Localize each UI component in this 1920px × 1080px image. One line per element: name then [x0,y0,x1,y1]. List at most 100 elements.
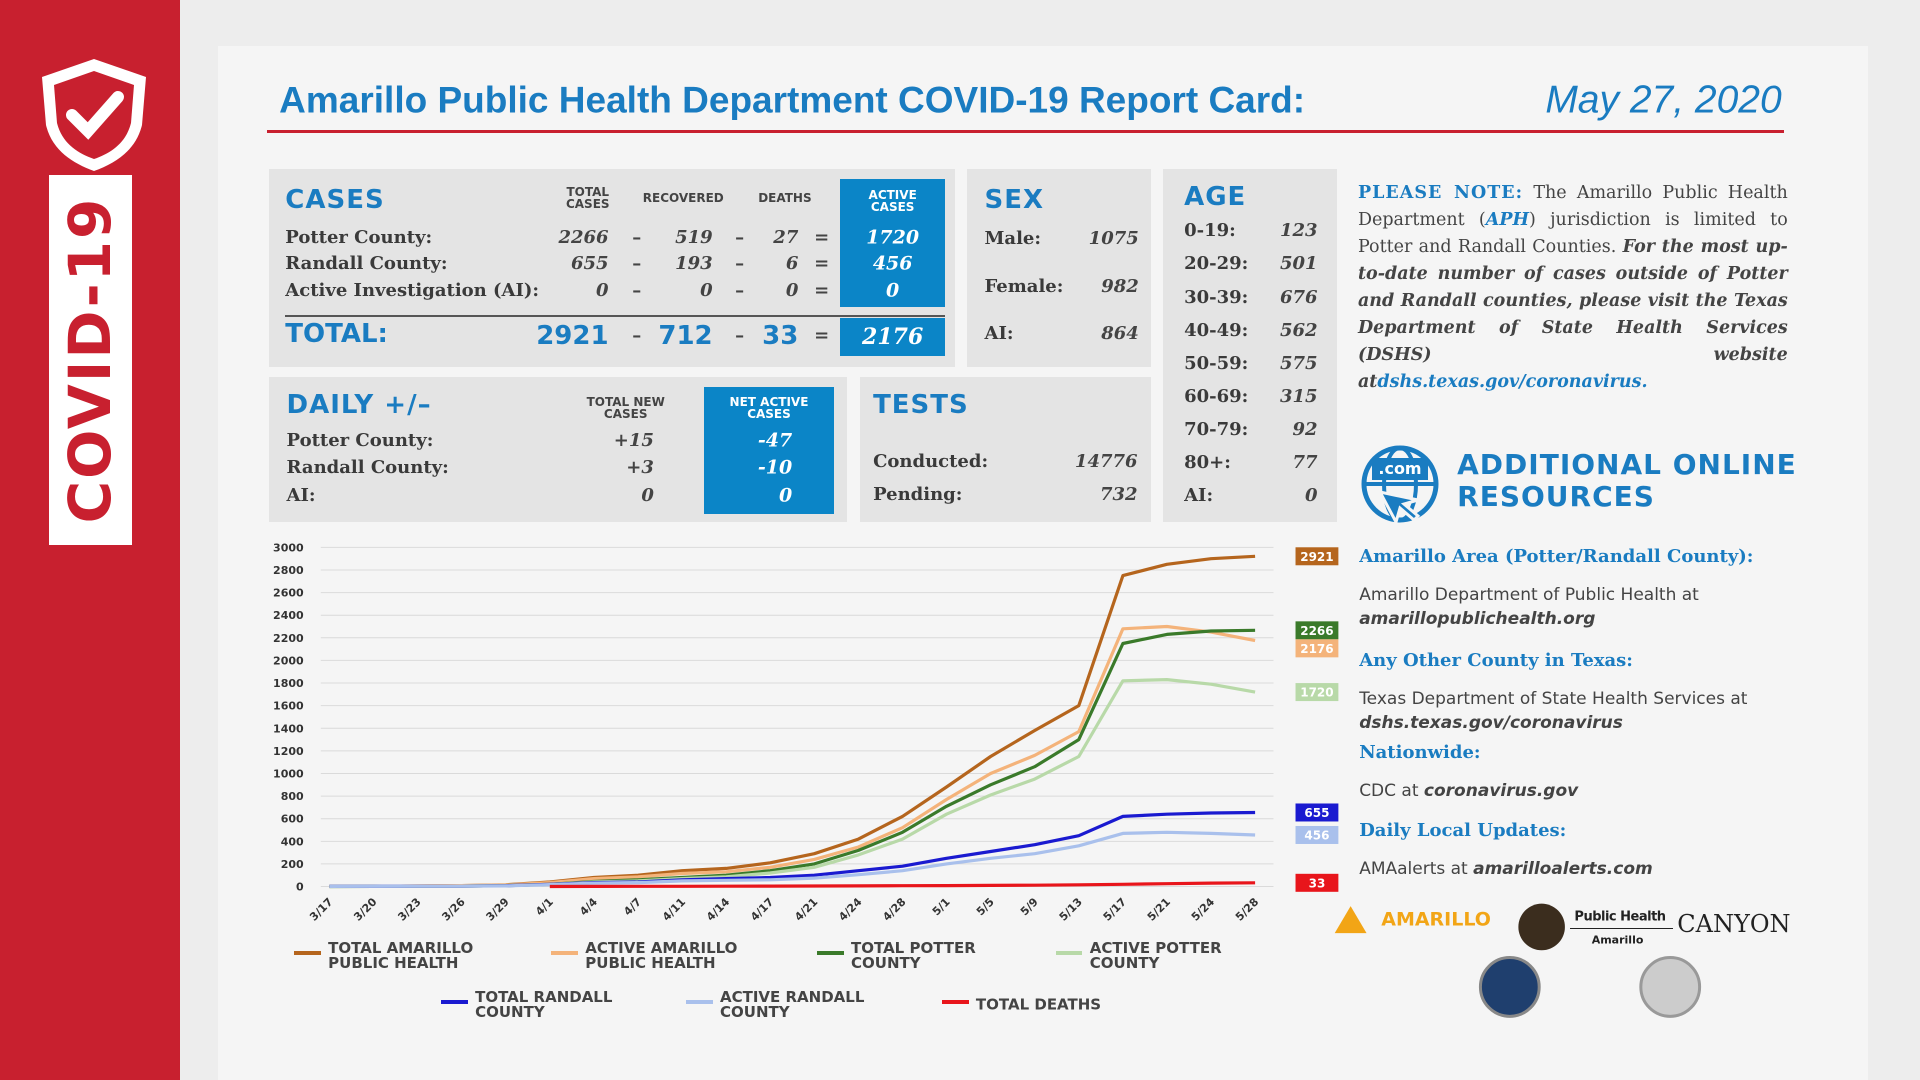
x-tick-label: 5/28 [1233,895,1261,923]
row-label: 60-69: [1184,385,1249,407]
cell: 982 [1101,275,1139,297]
resource-heading: Daily Local Updates: [1359,820,1567,842]
age-panel [1163,168,1338,522]
x-tick-label: 5/24 [1189,895,1218,924]
x-tick-label: 5/13 [1057,895,1085,923]
x-tick-label: 4/14 [704,895,733,924]
operator: – [735,226,745,248]
legend-label: TOTAL DEATHS [975,995,1102,1014]
active-total-box [840,318,946,357]
operator: = [814,280,830,302]
tests-panel [859,377,1152,522]
resource-text: AMAalerts at amarilloalerts.com [1359,857,1788,881]
cell: 123 [1279,220,1318,242]
total-cell: 33 [762,320,799,351]
report-date: May 27, 2020 [1545,78,1782,122]
sex-panel [967,168,1152,368]
logo-texas-seal [1639,956,1702,1018]
row-label: 20-29: [1184,253,1249,275]
cell: 315 [1279,385,1318,407]
y-tick-label: 2200 [273,632,304,645]
operator: – [632,253,642,275]
end-label-box [1295,683,1339,702]
resource-link: coronavirus.gov [1423,781,1579,802]
cell: 864 [1101,323,1139,345]
x-tick-label: 5/9 [1018,895,1041,918]
row-label: Potter County: [285,226,433,248]
legend-label: TOTAL RANDALL COUNTY [475,988,613,1022]
logo-potter-seal [1478,956,1541,1018]
end-label-box [1295,621,1339,640]
y-tick-label: 3000 [273,541,304,554]
y-tick-label: 1400 [273,722,304,735]
y-tick-label: 1600 [273,700,304,713]
age-title: AGE [1184,182,1247,213]
resource-heading: Amarillo Area (Potter/Randall County): [1359,546,1754,568]
total-cell: 712 [658,320,713,351]
end-label: 2266 [1300,624,1333,638]
column-header: TOTAL CASES [565,185,610,212]
cell: 676 [1279,286,1318,308]
y-tick-label: 0 [296,881,304,894]
end-label-box [1295,547,1339,566]
cell-active: 456 [872,252,913,275]
note-text: The Amarillo Public Health Department ( [1357,183,1788,230]
cell: 27 [773,226,799,248]
cases-rule [285,314,946,318]
x-tick-label: 5/21 [1145,895,1173,923]
series-line [329,628,1256,889]
x-tick-label: 4/7 [621,895,644,918]
resources-title: ADDITIONAL ONLINE RESOURCES [1457,448,1797,514]
legend-swatch [440,1000,468,1005]
column-header: TOTAL NEW CASES [586,394,665,421]
row-label: Randall County: [286,456,449,478]
resource-text-body: Amarillo Department of Public Health at [1359,585,1699,606]
legend-label: TOTAL POTTER COUNTY [851,939,976,973]
legend-swatch [293,951,321,956]
resource-text: Amarillo Department of Public Health at … [1359,583,1788,631]
y-tick-label: 400 [281,835,304,848]
row-label: 0-19: [1184,220,1236,242]
legend-swatch [1055,951,1083,956]
cell: 519 [675,226,713,248]
resource-link: dshs.texas.gov/coronavirus [1359,713,1623,734]
cell-active: 0 [886,279,900,302]
resource-text-body: Texas Department of State Health Service… [1359,689,1748,710]
sidebar-label-box [49,175,132,545]
row-label: 30-39: [1184,286,1249,308]
row-label: 40-49: [1184,319,1249,341]
resource-text: CDC at coronavirus.gov [1359,779,1788,803]
total-cell: 2921 [536,320,609,351]
legend-swatch [941,1000,969,1005]
operator: = [814,226,830,248]
web-icon-label: .com [1378,459,1421,478]
title-rule [266,129,1785,134]
end-label: 655 [1304,806,1329,820]
row-label: Male: [984,227,1042,249]
logo-canyon: CANYON [1677,910,1791,939]
note-emphasis: For the most up-to-date number of cases … [1357,237,1788,392]
cell: 0 [785,280,799,302]
cell: 0 [700,280,713,302]
end-label: 2921 [1300,550,1333,564]
column-header: DEATHS [758,191,812,206]
row-label: Female: [984,275,1064,297]
column-header: RECOVERED [642,191,724,206]
row-label: Randall County: [285,253,448,275]
x-tick-label: 4/21 [792,895,820,923]
operator: – [735,253,745,275]
net-active-column [704,386,834,515]
resource-link: amarilloalerts.com [1473,859,1653,880]
x-tick-label: 3/23 [395,895,423,923]
y-tick-label: 1800 [273,677,304,690]
legend-label: ACTIVE POTTER COUNTY [1089,939,1222,973]
legend-swatch [685,1000,713,1005]
resource-text-body: CDC at [1359,781,1419,802]
total-active: 2176 [862,323,924,350]
row-label: AI: [984,323,1014,345]
row-label: Pending: [873,483,963,505]
x-tick-label: 4/24 [836,895,865,924]
logo-public-health: Public Health [1574,909,1666,925]
series-line [549,881,1256,889]
